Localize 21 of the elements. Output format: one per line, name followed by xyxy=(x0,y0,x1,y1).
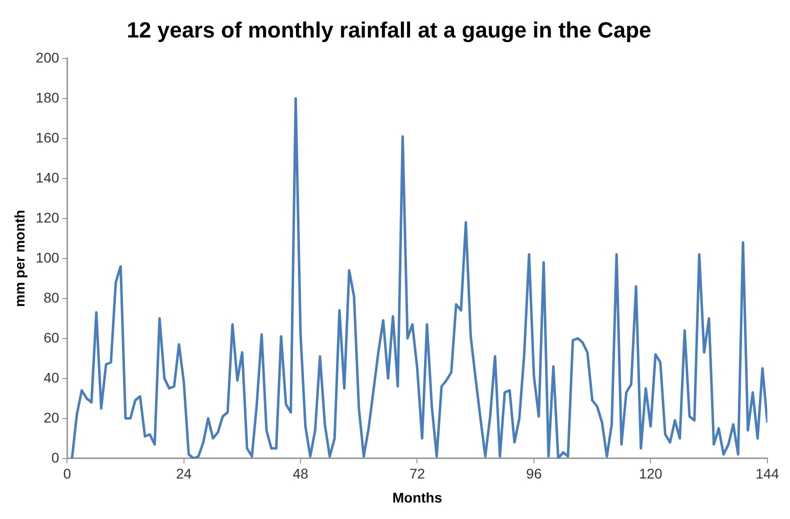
y-tick-label: 120 xyxy=(36,209,60,226)
x-tick-label: 120 xyxy=(638,466,663,482)
y-axis-title: mm per month xyxy=(11,210,28,308)
y-tick-label: 160 xyxy=(36,129,60,146)
y-tick-label: 180 xyxy=(36,89,60,106)
y-tick-label: 80 xyxy=(44,289,60,306)
x-tick-label: 48 xyxy=(292,466,309,482)
chart-title: 12 years of monthly rainfall at a gauge in the Cape xyxy=(126,17,652,42)
y-tick-label: 20 xyxy=(44,409,60,426)
y-tick-label: 140 xyxy=(36,169,60,186)
y-tick-label: 200 xyxy=(36,49,60,66)
x-tick-label: 24 xyxy=(176,466,192,482)
y-tick-label: 0 xyxy=(51,449,60,466)
y-tick-label: 40 xyxy=(44,369,60,386)
x-tick-label: 144 xyxy=(756,466,780,482)
x-tick-label: 72 xyxy=(409,466,426,482)
x-tick-label: 96 xyxy=(526,466,542,482)
x-tick-label: 0 xyxy=(63,466,72,482)
y-tick-label: 100 xyxy=(36,249,60,266)
y-tick-label: 60 xyxy=(44,329,60,346)
x-axis-title: Months xyxy=(392,489,442,506)
